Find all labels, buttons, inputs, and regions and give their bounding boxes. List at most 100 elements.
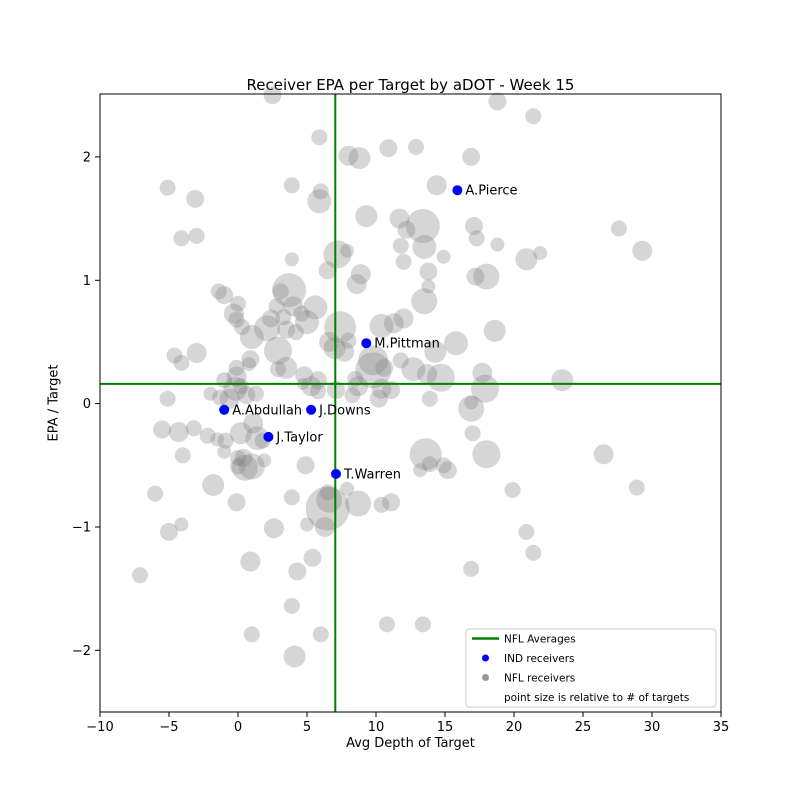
nfl-receiver-point (234, 448, 253, 467)
nfl-receiver-point (223, 376, 248, 401)
x-tick-label: 5 (303, 720, 311, 735)
x-tick-label: 35 (713, 720, 730, 735)
nfl-receiver-point (421, 390, 438, 407)
legend-label: NFL Averages (504, 634, 576, 646)
nfl-receiver-point (307, 189, 332, 214)
nfl-receiver-point (468, 230, 485, 247)
nfl-receiver-point (262, 309, 281, 328)
nfl-receiver-point (295, 366, 314, 385)
x-axis-label: Avg Depth of Target (346, 736, 475, 751)
nfl-receiver-point (174, 517, 189, 532)
nfl-receiver-point (229, 422, 252, 445)
nfl-receiver-point (504, 482, 521, 498)
x-tick-label: 30 (644, 720, 661, 735)
nfl-receiver-point (465, 217, 483, 235)
nfl-receiver-point (228, 359, 245, 376)
nfl-receiver-point (409, 438, 442, 471)
nfl-receiver-point (340, 332, 357, 349)
nfl-receiver-point (421, 456, 438, 473)
nfl-receiver-point (305, 486, 350, 531)
nfl-receiver-point (212, 389, 229, 406)
nfl-receiver-point (185, 420, 202, 437)
nfl-receiver-point (312, 626, 329, 643)
nfl-receiver-point (350, 264, 371, 285)
y-tick-label: 0 (83, 397, 91, 412)
nfl-receiver-point (472, 440, 501, 469)
player-label: M.Pittman (374, 337, 440, 352)
nfl-receiver-point (210, 283, 227, 300)
nfl-receiver-point (473, 263, 500, 290)
nfl-receiver-point (414, 616, 431, 633)
nfl-receiver-point (301, 376, 322, 397)
nfl-receiver-point (421, 279, 436, 294)
legend-label: IND receivers (504, 653, 575, 665)
nfl-receiver-point (263, 86, 282, 105)
nfl-receiver-point (340, 481, 354, 496)
y-axis-label: EPA / Target (46, 364, 62, 442)
nfl-receiver-point (408, 139, 424, 155)
nfl-receiver-point (464, 395, 479, 410)
nfl-receiver-point (227, 493, 246, 512)
nfl-receiver-point (483, 319, 506, 342)
nfl-receiver-point (272, 273, 307, 308)
nfl-receiver-point (444, 331, 468, 356)
nfl-receiver-point (375, 358, 394, 377)
nfl-receiver-point (277, 320, 296, 339)
nfl-receiver-point (382, 493, 401, 512)
legend-dot-marker (482, 674, 489, 681)
nfl-receiver-point (462, 147, 481, 166)
x-tick-label: −10 (86, 720, 113, 735)
nfl-receiver-point (392, 352, 409, 369)
nfl-receiver-point (241, 350, 260, 369)
nfl-receiver-point (202, 474, 225, 496)
nfl-receiver-point (405, 209, 440, 243)
player-label: A.Pierce (465, 184, 517, 199)
nfl-receiver-point (436, 249, 451, 264)
plot-border (99, 93, 722, 713)
nfl-receiver-point (382, 381, 401, 399)
nfl-receiver-point (417, 364, 438, 384)
nfl-receiver-point (632, 240, 653, 261)
nfl-receiver-point (344, 387, 361, 403)
y-tick-label: −2 (72, 644, 91, 659)
nfl-receiver-point (373, 496, 390, 513)
nfl-receiver-point (395, 253, 412, 270)
nfl-receiver-point (283, 489, 300, 506)
x-tick-label: 10 (368, 720, 385, 735)
x-tick-label: −5 (159, 720, 178, 735)
nfl-receiver-point (275, 356, 298, 379)
nfl-receiver-point (488, 92, 507, 111)
nfl-receiver-point (551, 369, 574, 392)
nfl-receiver-point (411, 288, 438, 315)
y-tick-label: 1 (83, 274, 91, 289)
nfl-receiver-point (234, 319, 251, 336)
nfl-receiver-point (463, 560, 480, 577)
nfl-receiver-point (518, 523, 535, 540)
nfl-receiver-point (413, 463, 428, 478)
nfl-receiver-point (593, 444, 614, 465)
legend-dot-marker (482, 654, 489, 662)
nfl-receiver-point (533, 246, 548, 261)
x-tick-label: 20 (506, 720, 523, 735)
nfl-receiver-point (490, 237, 505, 252)
nfl-receiver-point (186, 343, 207, 363)
nfl-receiver-point (245, 426, 270, 451)
nfl-receiver-point (419, 262, 438, 281)
legend-label: point size is relative to # of targets (504, 692, 689, 704)
nfl-receiver-point (232, 378, 249, 395)
nfl-receiver-point (275, 309, 292, 326)
nfl-receiver-point (174, 447, 191, 464)
nfl-receiver-point (525, 108, 542, 125)
nfl-receiver-point (458, 395, 485, 422)
nfl-receiver-point (217, 432, 234, 449)
player-label: J.Downs (318, 403, 371, 418)
nfl-receiver-point (334, 341, 355, 362)
nfl-receiver-point (383, 313, 404, 334)
nfl-receiver-point (284, 252, 299, 267)
nfl-receiver-point (228, 311, 245, 328)
nfl-receiver-point (132, 567, 148, 584)
nfl-receiver-point (247, 385, 264, 402)
nfl-receiver-point (283, 597, 300, 614)
nfl-receiver-point (300, 517, 314, 532)
